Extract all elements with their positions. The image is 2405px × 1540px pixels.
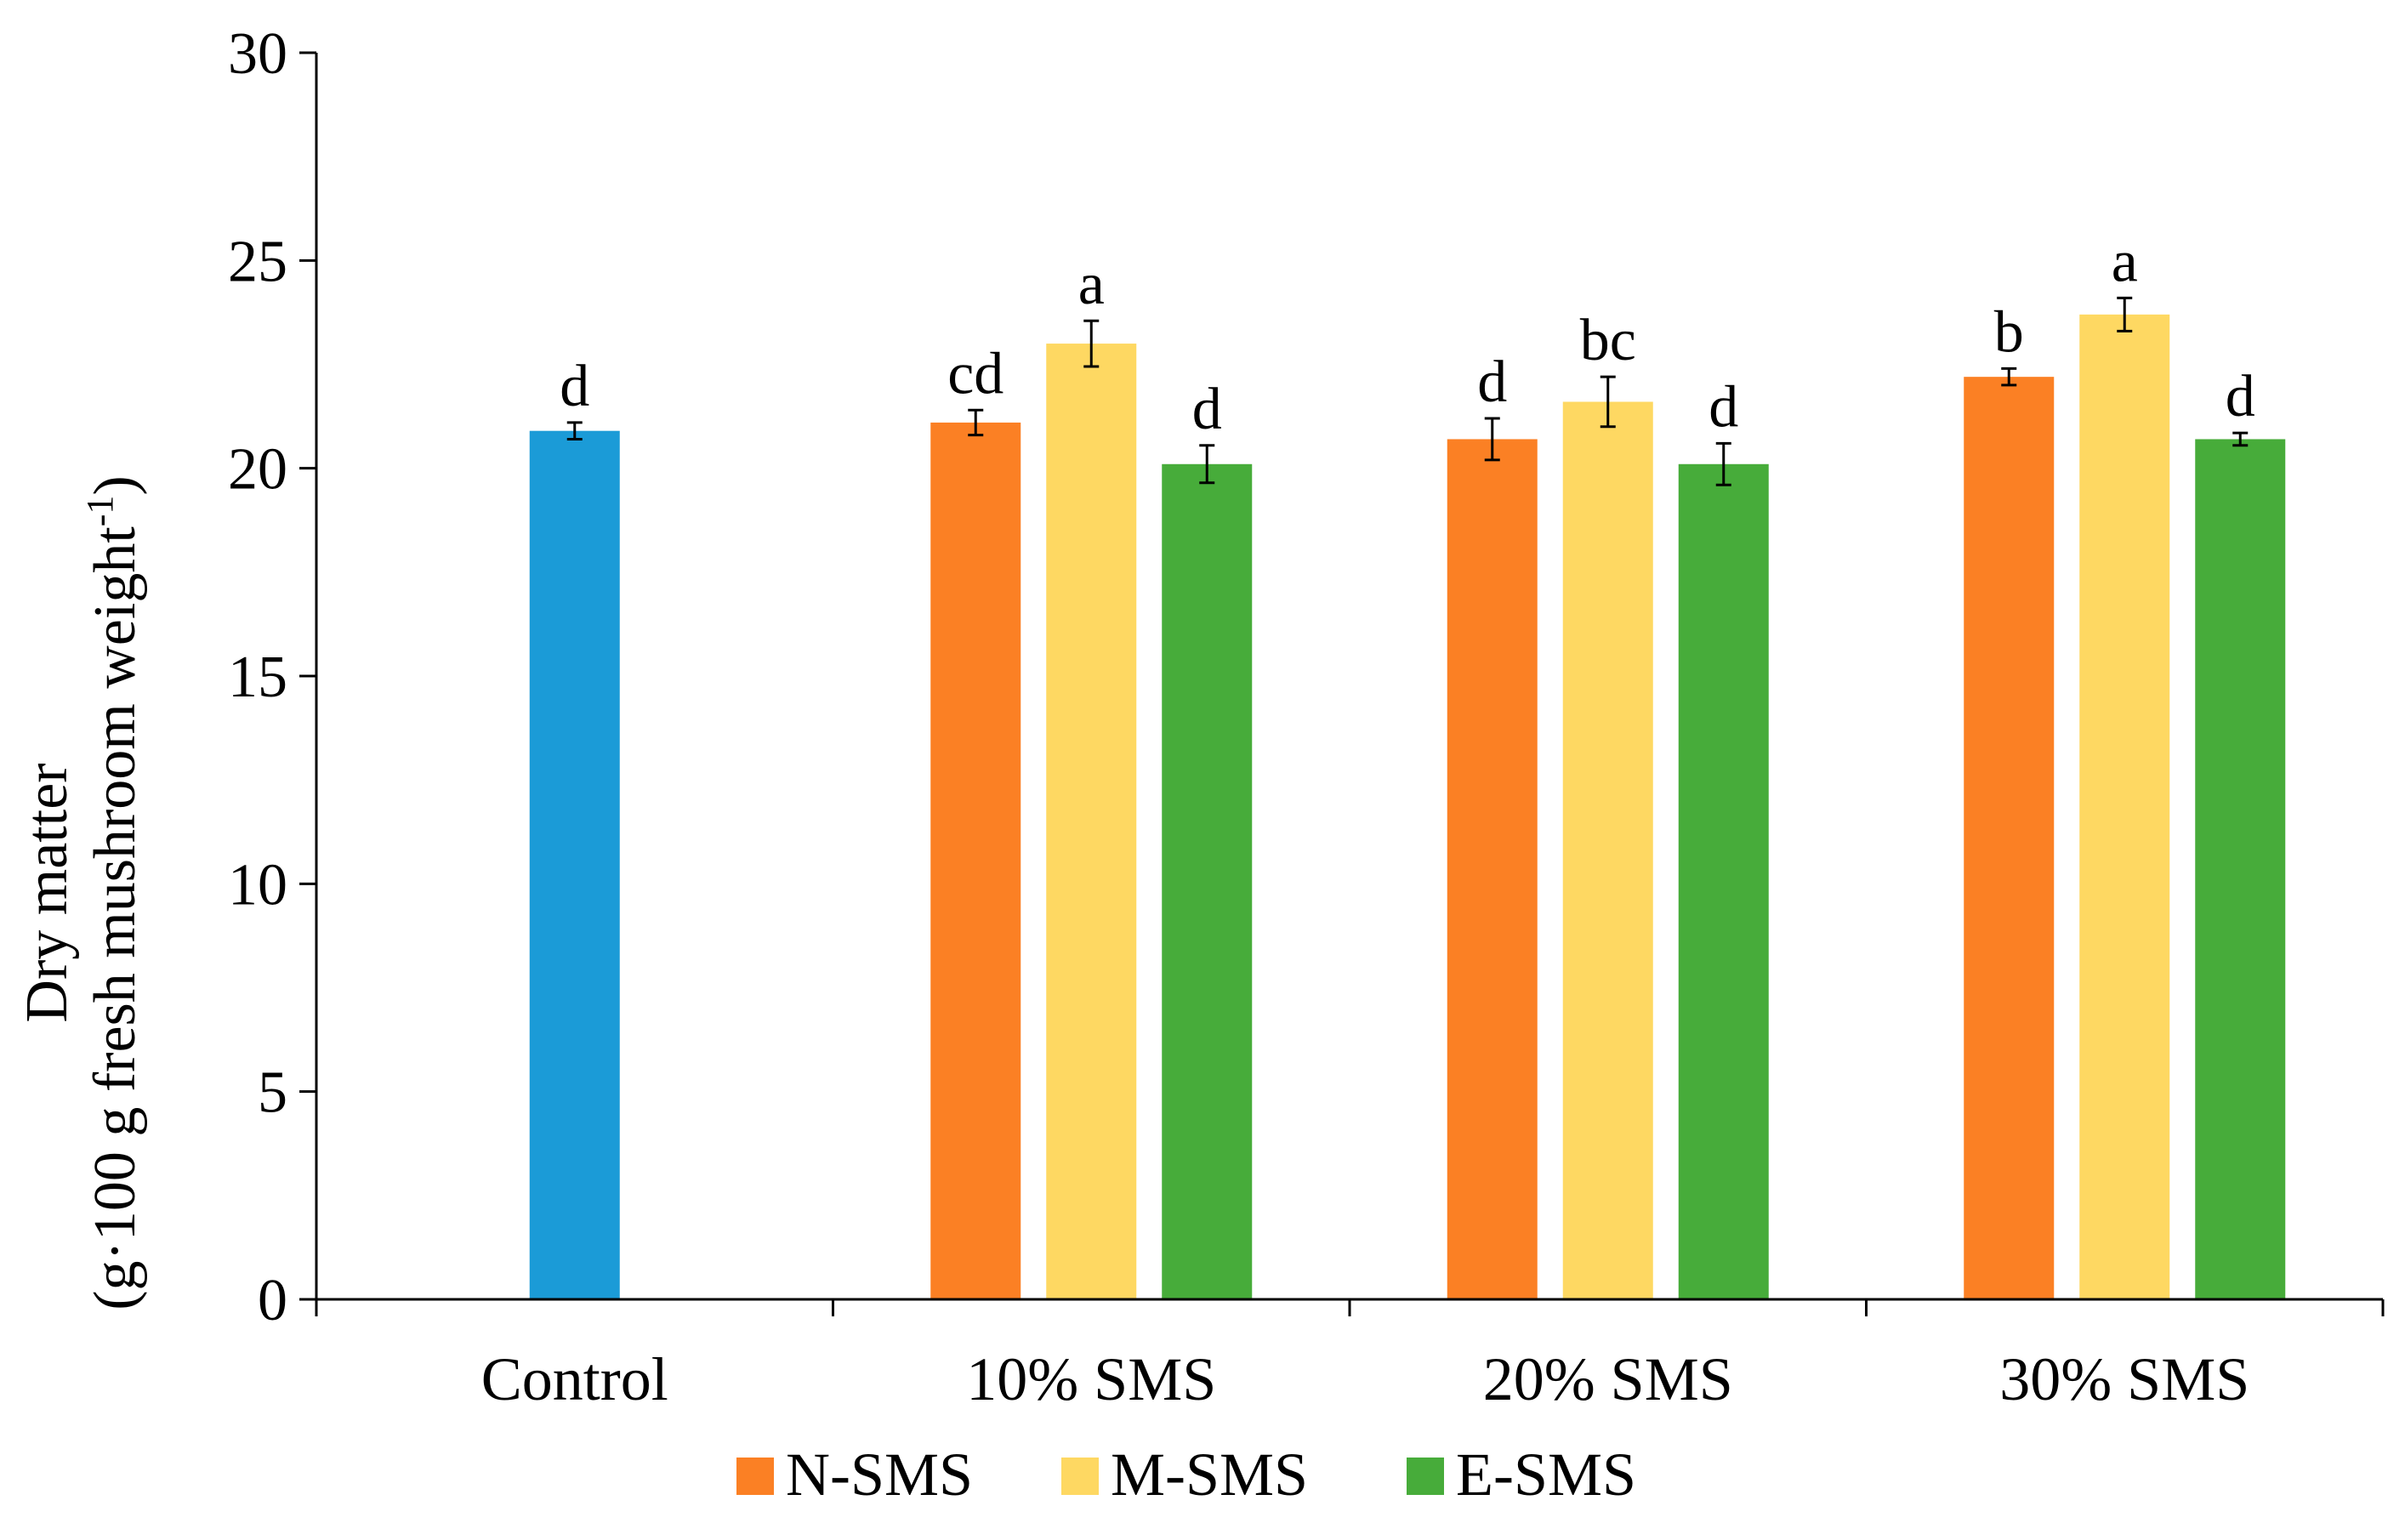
y-axis-title-line1: Dry matter [14, 763, 80, 1022]
significance-label: d [1477, 349, 1507, 415]
y-tick-label: 0 [258, 1268, 287, 1333]
y-axis-title: Dry matter (g·100 g fresh mushroom weigh… [14, 475, 148, 1310]
y-axis-title-line2: (g·100 g fresh mushroom weight-1) [79, 475, 148, 1310]
legend-swatch [1407, 1458, 1444, 1495]
legend: N-SMS M-SMS E-SMS [736, 1441, 1636, 1509]
bar-n-sms-30sms [1964, 377, 2055, 1299]
y-tick-label: 25 [228, 229, 287, 294]
y-tick-label: 30 [228, 21, 287, 87]
bar-n-sms-20sms [1447, 439, 1538, 1299]
axes: 0 5 10 15 20 25 30 [228, 21, 2385, 1333]
legend-label: N-SMS [786, 1441, 973, 1509]
y-tick-label: 15 [228, 645, 287, 710]
significance-label: a [1078, 252, 1105, 317]
labels: Control 10% SMS 20% SMS 30% SMS d cd a d d bc d b a d [481, 229, 2255, 1413]
bar-e-sms-30sms [2195, 439, 2286, 1299]
bar-n-sms-10sms [930, 422, 1021, 1299]
bar-control-control [529, 430, 620, 1300]
bar-m-sms-30sms [2079, 314, 2170, 1299]
bar-m-sms-20sms [1562, 401, 1653, 1300]
legend-swatch [736, 1458, 774, 1495]
bar-e-sms-10sms [1162, 463, 1253, 1299]
y-tick-label: 20 [228, 437, 287, 503]
significance-label: bc [1580, 308, 1636, 373]
legend-swatch [1061, 1458, 1099, 1495]
significance-label: d [1709, 374, 1738, 440]
x-tick-label: 20% SMS [1483, 1345, 1733, 1413]
x-tick-label: 10% SMS [966, 1345, 1216, 1413]
significance-label: cd [947, 341, 1004, 406]
significance-label: d [2226, 364, 2255, 429]
significance-label: d [1192, 377, 1222, 442]
bars [529, 296, 2286, 1300]
significance-label: b [1994, 299, 2024, 365]
y-tick-label: 10 [228, 852, 287, 918]
bar-m-sms-10sms [1046, 344, 1137, 1300]
legend-label: M-SMS [1111, 1441, 1308, 1509]
y-tick-label: 5 [258, 1060, 287, 1126]
bar-e-sms-20sms [1678, 463, 1769, 1299]
x-tick-label: 30% SMS [1999, 1345, 2249, 1413]
legend-label: E-SMS [1456, 1441, 1636, 1509]
significance-label: d [560, 354, 589, 419]
x-tick-label: Control [481, 1345, 668, 1413]
significance-label: a [2112, 229, 2138, 294]
